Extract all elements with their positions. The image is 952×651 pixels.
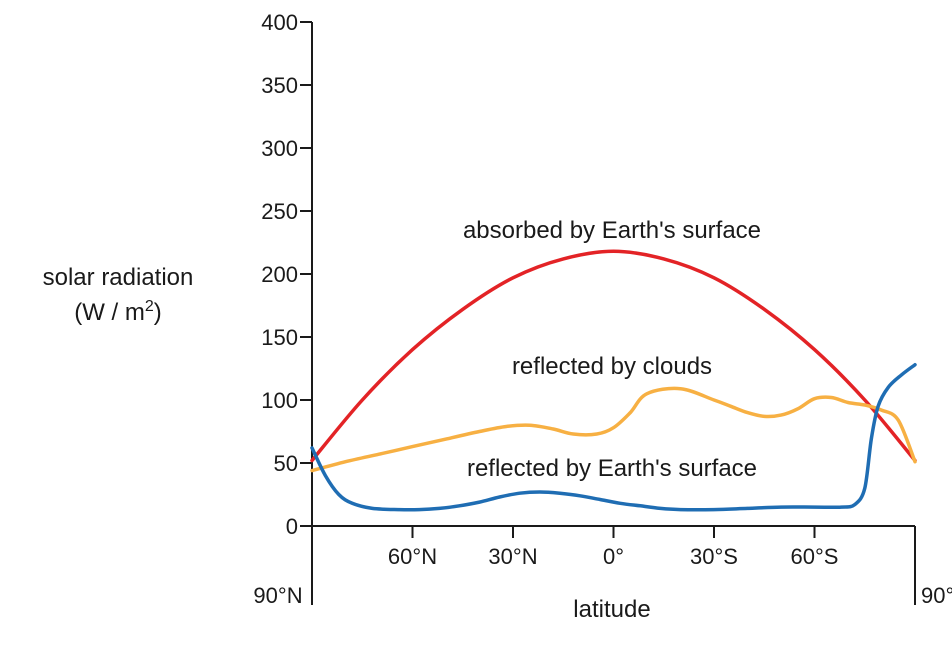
- x-tick-label-pole: 90°N: [253, 583, 302, 608]
- x-axis-title: latitude: [573, 596, 650, 623]
- y-tick-label: 400: [261, 10, 298, 35]
- series-label-absorbed: absorbed by Earth's surface: [463, 217, 761, 244]
- y-axis-unit: (W / m2): [74, 298, 162, 326]
- series-line-absorbed: [310, 249, 917, 463]
- y-tick-label: 350: [261, 73, 298, 98]
- y-tick-label: 0: [286, 514, 298, 539]
- x-tick-label: 30°N: [488, 544, 537, 569]
- x-tick-label: 30°S: [690, 544, 738, 569]
- y-tick-label: 50: [274, 451, 298, 476]
- y-axis-unit-superscript: 2: [145, 298, 154, 315]
- series-line-clouds-reflected: [310, 386, 917, 473]
- y-axis-title: solar radiation: [43, 264, 194, 291]
- series-label-surface-reflected: reflected by Earth's surface: [467, 455, 757, 482]
- y-axis-ticks: 0 50 100 150 200 250 300 350 400: [261, 10, 312, 539]
- y-tick-label: 300: [261, 136, 298, 161]
- y-axis-unit-close: ): [154, 299, 162, 326]
- series-label-clouds-reflected: reflected by clouds: [512, 353, 712, 380]
- x-tick-label: 0°: [603, 544, 624, 569]
- x-tick-label: 60°S: [791, 544, 839, 569]
- series-line-surface-reflected: [310, 362, 917, 512]
- y-axis-unit-text: (W / m: [74, 299, 145, 326]
- x-axis-ticks: 60°N 30°N 0° 30°S 60°S 90°N 90°S: [253, 526, 952, 608]
- y-tick-label: 100: [261, 388, 298, 413]
- y-tick-label: 250: [261, 199, 298, 224]
- y-tick-label: 200: [261, 262, 298, 287]
- x-tick-label: 60°N: [388, 544, 437, 569]
- y-tick-label: 150: [261, 325, 298, 350]
- series-group: [310, 249, 917, 512]
- x-tick-label-pole: 90°S: [921, 583, 952, 608]
